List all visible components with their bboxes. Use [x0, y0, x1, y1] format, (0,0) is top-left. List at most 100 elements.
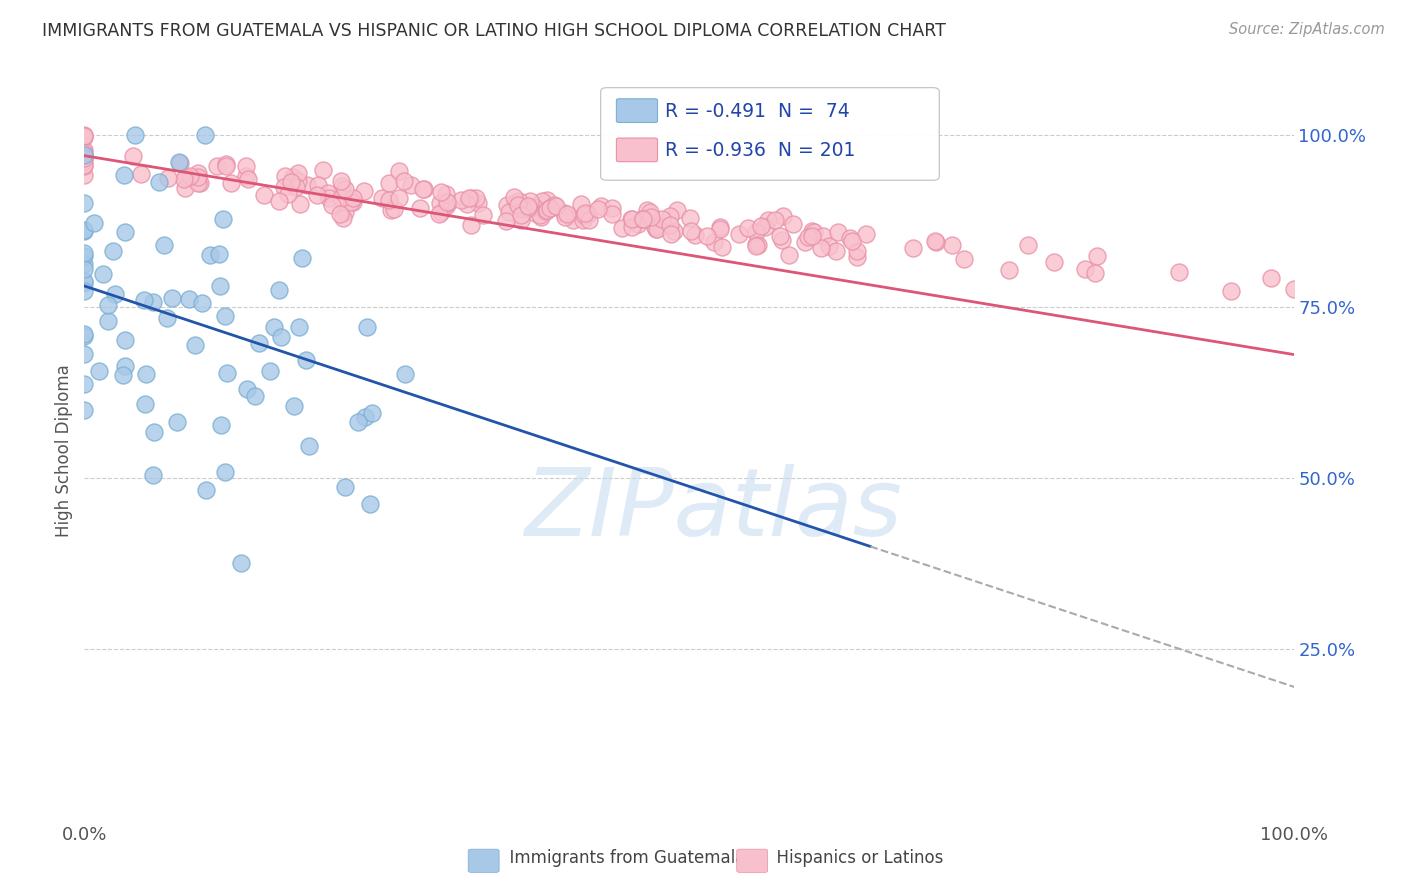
- Point: [621, 212, 644, 227]
- Point: [538, 201, 561, 215]
- Point: [901, 241, 924, 255]
- Point: [73, 149, 96, 163]
- Point: [263, 319, 285, 334]
- Point: [329, 207, 352, 221]
- Point: [745, 239, 768, 253]
- Point: [153, 238, 176, 252]
- Point: [112, 168, 135, 182]
- Point: [318, 191, 340, 205]
- Point: [259, 364, 281, 378]
- Point: [316, 186, 339, 200]
- Point: [429, 195, 451, 210]
- Point: [769, 229, 792, 244]
- Point: [214, 157, 236, 171]
- Point: [191, 296, 214, 310]
- Point: [333, 480, 356, 494]
- Point: [412, 182, 434, 196]
- Point: [73, 257, 96, 271]
- Point: [756, 213, 779, 227]
- Point: [531, 194, 554, 208]
- Point: [298, 439, 321, 453]
- Point: [295, 178, 318, 193]
- Point: [658, 219, 681, 233]
- Point: [436, 194, 458, 209]
- Point: [434, 187, 457, 202]
- Point: [162, 291, 184, 305]
- Point: [73, 245, 96, 260]
- Point: [270, 330, 292, 344]
- Point: [659, 227, 682, 241]
- Point: [394, 367, 416, 381]
- Point: [249, 336, 271, 351]
- Point: [640, 214, 662, 228]
- Point: [174, 170, 197, 185]
- Point: [574, 206, 596, 220]
- Point: [347, 415, 370, 429]
- Point: [839, 231, 862, 245]
- Point: [73, 151, 96, 165]
- Point: [340, 195, 363, 210]
- Text: R = -0.936  N = 201: R = -0.936 N = 201: [665, 141, 855, 161]
- Point: [183, 338, 205, 352]
- Point: [73, 158, 96, 172]
- Point: [73, 403, 96, 417]
- Point: [114, 226, 136, 240]
- Point: [841, 234, 863, 248]
- Point: [187, 166, 209, 180]
- Point: [647, 220, 669, 235]
- Point: [818, 239, 841, 253]
- Point: [524, 206, 547, 220]
- Point: [645, 222, 668, 236]
- Point: [73, 148, 96, 162]
- Point: [763, 212, 786, 227]
- Point: [73, 347, 96, 361]
- Point: [924, 234, 946, 248]
- Point: [778, 248, 800, 262]
- Point: [330, 178, 353, 193]
- Point: [235, 382, 257, 396]
- Point: [187, 176, 209, 190]
- Point: [73, 159, 96, 173]
- Point: [97, 313, 120, 327]
- Point: [523, 201, 546, 215]
- Point: [1084, 266, 1107, 280]
- Point: [633, 212, 655, 227]
- Point: [73, 150, 96, 164]
- Point: [709, 219, 731, 234]
- Point: [101, 244, 124, 258]
- Point: [291, 251, 314, 265]
- Point: [529, 208, 551, 222]
- Point: [179, 292, 201, 306]
- Point: [998, 263, 1021, 277]
- Point: [737, 220, 759, 235]
- Point: [97, 298, 120, 312]
- Point: [342, 191, 364, 205]
- Point: [200, 248, 222, 262]
- Point: [219, 176, 242, 190]
- Point: [498, 205, 520, 219]
- Point: [846, 244, 869, 259]
- Point: [333, 181, 356, 195]
- Point: [630, 211, 652, 226]
- Point: [281, 170, 304, 185]
- Point: [530, 211, 553, 225]
- Point: [148, 175, 170, 189]
- Point: [274, 169, 297, 183]
- Point: [194, 128, 217, 142]
- Point: [506, 198, 529, 212]
- Point: [412, 182, 434, 196]
- Point: [132, 293, 155, 307]
- Point: [378, 193, 401, 207]
- Text: Source: ZipAtlas.com: Source: ZipAtlas.com: [1229, 22, 1385, 37]
- Point: [73, 224, 96, 238]
- Point: [73, 195, 96, 210]
- Text: Immigrants from Guatemala: Immigrants from Guatemala: [499, 849, 745, 867]
- Point: [409, 201, 432, 215]
- Point: [354, 409, 377, 424]
- Point: [73, 143, 96, 157]
- Point: [156, 171, 179, 186]
- Point: [235, 160, 257, 174]
- Point: [73, 146, 96, 161]
- Point: [645, 221, 668, 235]
- Point: [330, 174, 353, 188]
